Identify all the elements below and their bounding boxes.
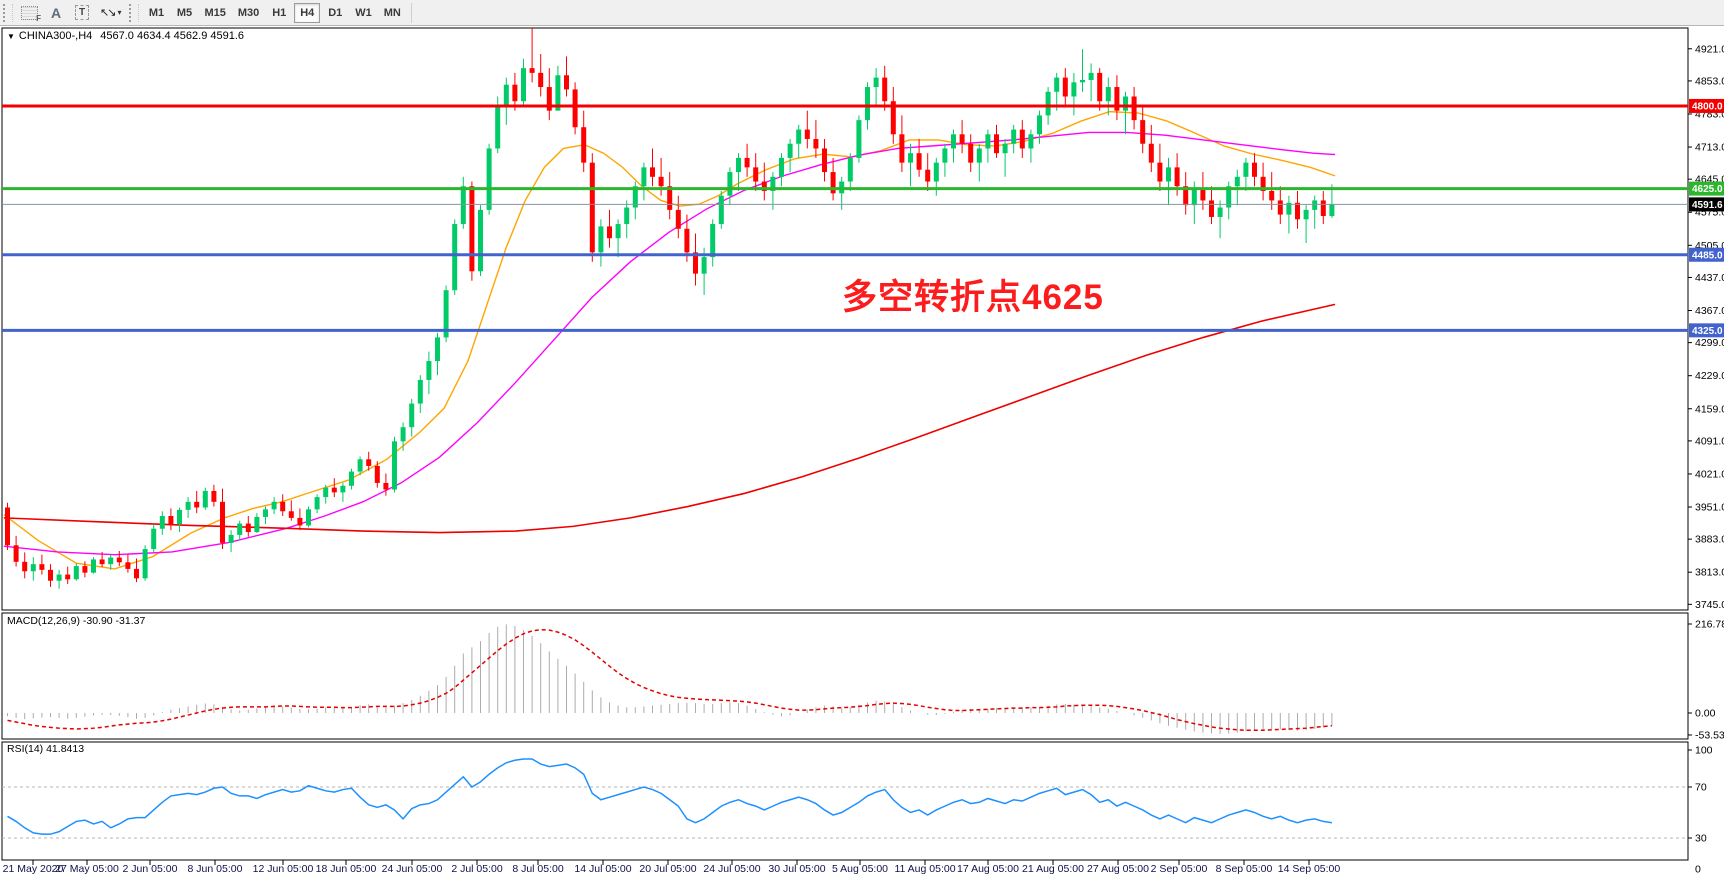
time-label: 20 Jul 05:00 bbox=[639, 863, 697, 875]
svg-text:4800.0: 4800.0 bbox=[1692, 101, 1723, 112]
svg-text:-53.53: -53.53 bbox=[1695, 729, 1724, 741]
rsi-indicator-label: RSI(14) 41.8413 bbox=[7, 743, 85, 755]
time-label: 17 Aug 05:00 bbox=[957, 863, 1019, 875]
macd-indicator-label: MACD(12,26,9) -30.90 -31.37 bbox=[7, 615, 146, 627]
time-label: 21 May 2020 bbox=[2, 863, 64, 875]
svg-text:4591.6: 4591.6 bbox=[1692, 200, 1723, 211]
svg-text:4299.0: 4299.0 bbox=[1695, 337, 1724, 349]
svg-text:216.78: 216.78 bbox=[1695, 619, 1724, 631]
font-tool-button[interactable]: A bbox=[44, 3, 68, 23]
letter-a-icon: A bbox=[50, 4, 62, 21]
text-tool-button[interactable]: T bbox=[70, 3, 94, 23]
svg-text:100: 100 bbox=[1695, 745, 1713, 757]
ohlc-values: 4567.0 4634.4 4562.9 4591.6 bbox=[100, 30, 245, 42]
time-label: 8 Sep 05:00 bbox=[1215, 863, 1273, 875]
price-axis[interactable]: 4921.04853.04783.04713.04645.04575.04505… bbox=[1688, 43, 1724, 611]
ma-slow-red bbox=[3, 303, 1336, 534]
timeframe-button-MN[interactable]: MN bbox=[379, 3, 406, 23]
svg-text:4625.0: 4625.0 bbox=[1692, 184, 1723, 195]
time-label: 2 Jun 05:00 bbox=[122, 863, 178, 875]
time-label: 27 Aug 05:00 bbox=[1087, 863, 1149, 875]
time-label: 11 Aug 05:00 bbox=[894, 863, 956, 875]
svg-text:0.00: 0.00 bbox=[1695, 708, 1716, 720]
text-box-icon: T bbox=[74, 5, 90, 20]
svg-text:4437.0: 4437.0 bbox=[1695, 272, 1724, 284]
rsi-line bbox=[7, 758, 1333, 835]
price-badge-4591.6 bbox=[1689, 197, 1724, 212]
time-label: 30 Jul 05:00 bbox=[768, 863, 826, 875]
time-label: 12 Jun 05:00 bbox=[252, 863, 314, 875]
diagonal-arrows-icon: ↖↘ bbox=[100, 7, 117, 19]
time-label: 24 Jul 05:00 bbox=[703, 863, 761, 875]
macd-pane[interactable] bbox=[1, 612, 1689, 740]
time-label: 14 Sep 05:00 bbox=[1277, 863, 1341, 875]
time-label: 18 Jun 05:00 bbox=[315, 863, 377, 875]
svg-text:70: 70 bbox=[1695, 782, 1707, 794]
time-label: 2 Sep 05:00 bbox=[1150, 863, 1208, 875]
svg-text:3813.0: 3813.0 bbox=[1695, 567, 1724, 579]
timeframe-button-M1[interactable]: M1 bbox=[143, 3, 169, 23]
svg-text:4021.0: 4021.0 bbox=[1695, 468, 1724, 480]
rsi-pane[interactable] bbox=[1, 741, 1689, 861]
macd-signal-line bbox=[7, 628, 1332, 731]
price-badge-4800.0 bbox=[1689, 98, 1724, 113]
ma-mid-magenta bbox=[3, 131, 1336, 556]
time-label: 14 Jul 05:00 bbox=[574, 863, 632, 875]
timeframe-button-H4[interactable]: H4 bbox=[294, 2, 321, 23]
svg-text:30: 30 bbox=[1695, 833, 1707, 845]
timeframe-button-M30[interactable]: M30 bbox=[233, 3, 264, 23]
svg-text:3745.0: 3745.0 bbox=[1695, 599, 1724, 611]
time-label: 24 Jun 05:00 bbox=[381, 863, 443, 875]
svg-text:4091.0: 4091.0 bbox=[1695, 435, 1724, 447]
toolbar: F A T ↖↘ ▾ M1 M5 M15 M30 H1 H4 D1 W1 MN bbox=[0, 0, 1724, 26]
svg-text:4921.0: 4921.0 bbox=[1695, 43, 1724, 55]
timeframe-button-H1[interactable]: H1 bbox=[266, 3, 292, 23]
timeframe-button-W1[interactable]: W1 bbox=[350, 3, 377, 23]
chart-grid-button[interactable]: F bbox=[17, 3, 42, 23]
time-label: 2 Jul 05:00 bbox=[451, 863, 503, 875]
object-tools-group: F A T ↖↘ ▾ bbox=[16, 3, 126, 23]
svg-text:4713.0: 4713.0 bbox=[1695, 142, 1724, 154]
timeframe-button-D1[interactable]: D1 bbox=[322, 3, 348, 23]
level-lines[interactable]: 4800.0 4625.0 4591.6 4485.0 4325.0 bbox=[2, 98, 1724, 338]
price-badge-4485.0 bbox=[1689, 247, 1724, 262]
price-badge-4325.0 bbox=[1689, 323, 1724, 338]
svg-text:4367.0: 4367.0 bbox=[1695, 305, 1724, 317]
toolbar-grip-2[interactable] bbox=[129, 3, 140, 22]
toolbar-grip[interactable] bbox=[3, 3, 13, 22]
time-label: 8 Jul 05:00 bbox=[512, 863, 564, 875]
collapse-triangle-icon[interactable]: ▼ bbox=[7, 32, 15, 41]
svg-text:4229.0: 4229.0 bbox=[1695, 370, 1724, 382]
time-label: 5 Aug 05:00 bbox=[831, 863, 889, 875]
toolbar-separator bbox=[410, 2, 412, 23]
time-label: 8 Jun 05:00 bbox=[187, 863, 243, 875]
chart-text-annotation[interactable]: 多空转折点4625 bbox=[842, 278, 1104, 317]
symbol-period-label: CHINA300-,H4 bbox=[18, 30, 93, 42]
chart-area[interactable]: 4921.0 4853.0 4783.0 4713.0 4645.0 4575.0 4505… bbox=[0, 26, 1724, 893]
time-ticks bbox=[32, 860, 1310, 865]
grid-f-icon: F bbox=[21, 5, 41, 23]
price-badge-4625.0 bbox=[1689, 181, 1724, 196]
arrows-tool-button[interactable]: ↖↘ ▾ bbox=[96, 3, 125, 23]
svg-text:3883.0: 3883.0 bbox=[1695, 534, 1724, 546]
timeframe-button-M5[interactable]: M5 bbox=[171, 3, 197, 23]
svg-text:4853.0: 4853.0 bbox=[1695, 75, 1724, 87]
macd-series: 216.78 0.00 -53.53 bbox=[7, 619, 1724, 741]
chart-canvas[interactable]: 4921.04853.04783.04713.04645.04575.04505… bbox=[0, 26, 1724, 893]
rsi-series: 100 70 30 0 bbox=[2, 745, 1713, 876]
timeframe-button-M15[interactable]: M15 bbox=[199, 3, 230, 23]
svg-text:4325.0: 4325.0 bbox=[1692, 326, 1723, 337]
svg-text:3951.0: 3951.0 bbox=[1695, 502, 1724, 514]
svg-text:4159.0: 4159.0 bbox=[1695, 403, 1724, 415]
svg-text:4485.0: 4485.0 bbox=[1692, 250, 1723, 261]
chart-title: ▼ CHINA300-,H4 4567.0 4634.4 4562.9 4591.6 bbox=[7, 30, 244, 42]
svg-text:0: 0 bbox=[1695, 864, 1701, 876]
dropdown-caret-icon[interactable]: ▾ bbox=[117, 8, 122, 17]
timeframe-group: M1 M5 M15 M30 H1 H4 D1 W1 MN bbox=[142, 2, 406, 23]
time-label: 21 Aug 05:00 bbox=[1022, 863, 1084, 875]
time-label: 27 May 05:00 bbox=[55, 863, 119, 875]
